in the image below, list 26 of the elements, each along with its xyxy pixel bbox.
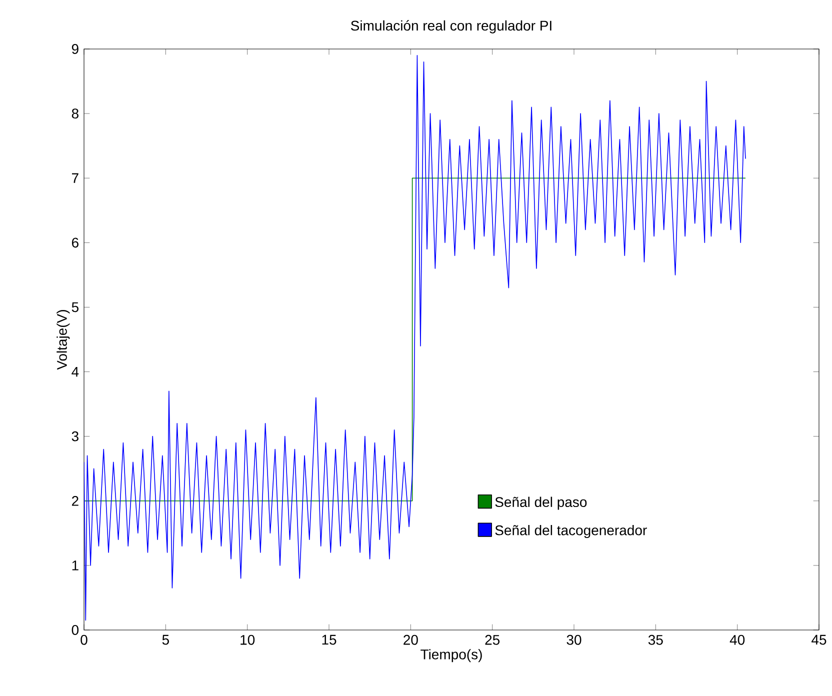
y-tick-label: 3 xyxy=(72,431,78,442)
y-tick-label: 5 xyxy=(72,302,78,312)
x-tick-label: 20 xyxy=(404,634,418,645)
x-axis-title: Tiempo(s) xyxy=(420,649,482,662)
x-tick-label: 0 xyxy=(80,634,88,645)
y-axis-title: Voltaje(V) xyxy=(56,310,70,370)
x-tick-label: 30 xyxy=(566,634,582,645)
x-tick-label: 45 xyxy=(812,634,826,645)
y-tick-label: 2 xyxy=(72,496,78,506)
y-tick-label: 9 xyxy=(72,44,78,54)
y-tick-label: 6 xyxy=(72,238,78,248)
line-series xyxy=(84,55,746,621)
chart-title: Simulación real con regulador PI xyxy=(350,20,552,34)
y-tick-label: 4 xyxy=(72,366,79,377)
x-tick-label: 25 xyxy=(485,634,500,645)
x-tick-label: 40 xyxy=(730,634,745,645)
y-tick-label: 1 xyxy=(72,560,78,570)
legend-label: Señal del tacogenerador xyxy=(495,525,647,538)
legend-label: Señal del paso xyxy=(495,496,587,510)
x-tick-label: 10 xyxy=(240,634,255,645)
x-tick-label: 15 xyxy=(322,634,336,645)
x-tick-label: 5 xyxy=(162,634,169,645)
y-tick-label: 7 xyxy=(72,173,78,183)
y-tick-label: 8 xyxy=(72,108,78,119)
y-tick-label: 0 xyxy=(72,625,79,635)
x-tick-label: 35 xyxy=(648,634,663,645)
